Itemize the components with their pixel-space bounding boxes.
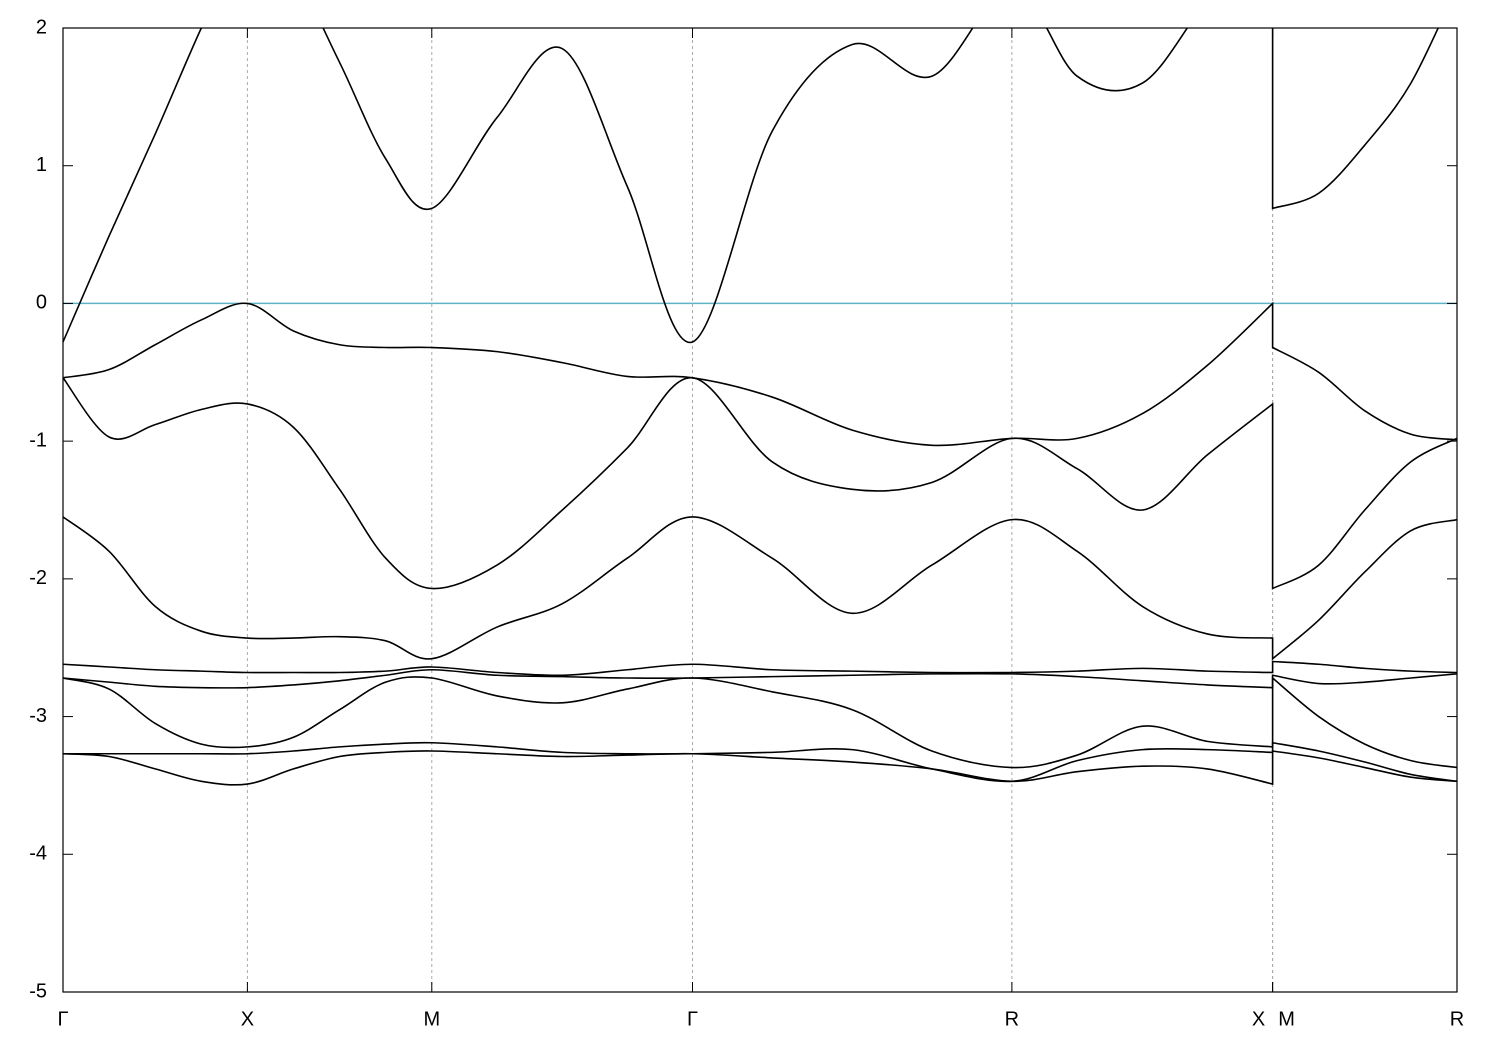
grid [62,28,1458,992]
y-tick-label: 2 [36,16,47,38]
x-tick-label: M [1278,1008,1295,1030]
y-tick-label: -4 [29,843,47,865]
x-tick-label: R [1450,1008,1464,1030]
band-line [63,301,1457,447]
x-tick-label: M [423,1008,440,1030]
x-tick-label: Γ [57,1008,68,1030]
band-line [63,676,1457,769]
plot-frame [62,27,1458,993]
x-tick-label: X [1252,1008,1265,1030]
y-tick-label: -2 [29,567,47,589]
x-tick-label: X [241,1008,254,1030]
y-tick-label: 1 [36,154,47,176]
y-tick-label: 0 [36,292,47,314]
x-tick-label: R [1005,1008,1019,1030]
y-tick-label: -3 [29,705,47,727]
band-line [63,750,1457,786]
band-line [63,516,1457,661]
plot-area [63,28,1457,786]
band-line [63,660,1457,677]
x-tick-label: Γ [687,1008,698,1030]
y-tick-label: -5 [29,980,47,1002]
y-tick-label: -1 [29,429,47,451]
band-line [63,741,1457,783]
band-line [63,28,1440,344]
band-line [63,376,1457,590]
